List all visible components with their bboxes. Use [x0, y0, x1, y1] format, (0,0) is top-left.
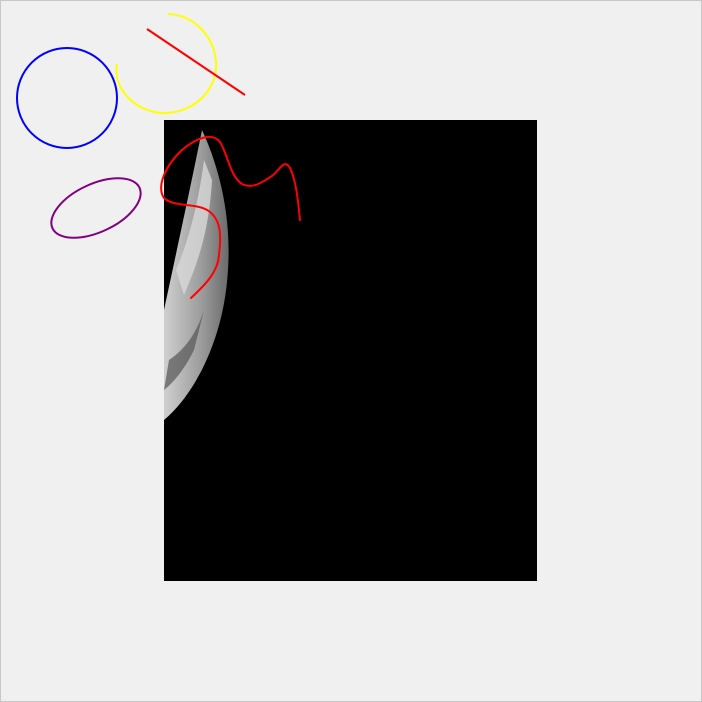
scan-image-content — [164, 130, 229, 420]
purple-ellipse-annotation[interactable] — [42, 166, 149, 250]
scan-structure — [164, 130, 229, 420]
scan-structure-shadow — [164, 310, 204, 390]
red-line-annotation[interactable] — [146, 28, 246, 96]
yellow-arc-annotation[interactable] — [115, 13, 218, 115]
red-freehand-annotation[interactable] — [160, 135, 301, 299]
scan-structure-highlight — [176, 160, 212, 295]
scan-image[interactable] — [164, 120, 537, 581]
blue-circle-annotation[interactable] — [16, 47, 118, 149]
